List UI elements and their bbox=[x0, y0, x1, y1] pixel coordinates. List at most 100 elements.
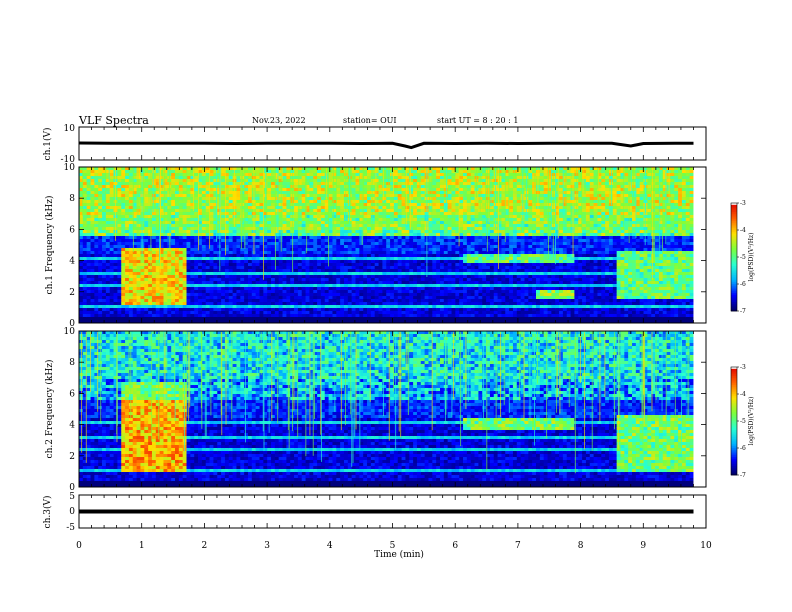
spectrogram-cell bbox=[347, 272, 353, 276]
spectrogram-cell bbox=[301, 278, 306, 282]
spectrogram-cell bbox=[90, 314, 95, 318]
spectrogram-cell bbox=[205, 233, 210, 237]
spectrogram-cell bbox=[163, 227, 168, 231]
spectrogram-cell bbox=[305, 281, 310, 285]
spectrogram-cell bbox=[367, 257, 372, 261]
spectrogram-cell bbox=[94, 311, 99, 315]
spectrogram-cell bbox=[340, 212, 345, 216]
spectrogram-cell bbox=[317, 245, 322, 249]
spectrogram-cell bbox=[140, 257, 145, 261]
spectrogram-cell bbox=[274, 227, 280, 231]
spectrogram-cell bbox=[286, 278, 291, 282]
spectrogram-cell bbox=[340, 194, 345, 198]
spectrogram-cell bbox=[159, 197, 164, 201]
spectrogram-cell bbox=[317, 224, 322, 228]
spectrogram-cell bbox=[401, 311, 406, 315]
spectrogram-cell bbox=[378, 218, 383, 222]
spectrogram-cell bbox=[305, 311, 310, 315]
spectrogram-cell bbox=[274, 311, 280, 315]
spectrogram-cell bbox=[393, 254, 399, 258]
spectrogram-cell bbox=[363, 191, 368, 195]
spectrogram-cell bbox=[413, 305, 418, 309]
spectrogram-cell bbox=[136, 296, 141, 300]
spectrogram-cell bbox=[182, 251, 187, 255]
spectrogram-cell bbox=[405, 173, 410, 177]
spectrogram-cell bbox=[201, 263, 207, 267]
spectrogram-cell bbox=[320, 278, 326, 282]
spectrogram-cell bbox=[332, 278, 337, 282]
spectrogram-cell bbox=[251, 308, 257, 312]
spectrogram-cell bbox=[163, 215, 168, 219]
spectrogram-cell bbox=[440, 197, 445, 201]
spectrogram-cell bbox=[382, 248, 387, 252]
spectrogram-cell bbox=[297, 275, 303, 279]
spectrogram-cell bbox=[278, 290, 283, 294]
spectrogram-cell bbox=[90, 320, 95, 324]
spectrogram-cell bbox=[397, 242, 402, 246]
spectrogram-cell bbox=[224, 251, 230, 255]
spectrogram-cell bbox=[320, 197, 326, 201]
spectrogram-cell bbox=[313, 305, 318, 309]
spectrogram-cell bbox=[247, 230, 253, 234]
spectrogram-cell bbox=[213, 284, 218, 288]
spectrogram-cell bbox=[390, 278, 395, 282]
spectrogram-cell bbox=[359, 194, 364, 198]
spectrogram-cell bbox=[255, 248, 260, 252]
spectrogram-cell bbox=[209, 236, 214, 240]
spectrogram-cell bbox=[401, 227, 406, 231]
spectrogram-cell bbox=[186, 299, 191, 303]
spectrogram-cell bbox=[294, 266, 299, 270]
spectrogram-cell bbox=[125, 236, 130, 240]
spectrogram-cell bbox=[209, 167, 214, 171]
spectrogram-cell bbox=[324, 245, 330, 249]
spectrogram-cell bbox=[205, 263, 210, 267]
spectrogram-cell bbox=[148, 227, 153, 231]
spectrogram-cell bbox=[217, 317, 222, 321]
spectrogram-cell bbox=[416, 317, 422, 321]
spectrogram-cell bbox=[159, 278, 164, 282]
spectrogram-cell bbox=[397, 239, 402, 243]
spectrogram-cell bbox=[178, 176, 184, 180]
spectrogram-cell bbox=[382, 290, 387, 294]
spectrogram-cell bbox=[324, 218, 330, 222]
spectrogram-cell bbox=[144, 254, 149, 258]
spectrogram-cell bbox=[144, 290, 149, 294]
spectrogram-cell bbox=[347, 257, 353, 261]
spectrogram-cell bbox=[386, 224, 391, 228]
spectrogram-cell bbox=[94, 272, 99, 276]
spectrogram-cell bbox=[155, 248, 161, 252]
spectrogram-cell bbox=[286, 167, 291, 171]
spectrogram-cell bbox=[416, 308, 422, 312]
spectrogram-cell bbox=[416, 173, 422, 177]
spectrogram-cell bbox=[140, 209, 145, 213]
spectrogram-cell bbox=[367, 230, 372, 234]
spectrogram-cell bbox=[213, 182, 218, 186]
spectrogram-cell bbox=[105, 167, 111, 171]
spectrogram-cell bbox=[213, 197, 218, 201]
spectrogram-cell bbox=[343, 314, 349, 318]
spectrogram-cell bbox=[201, 197, 207, 201]
spectrogram-cell bbox=[140, 311, 145, 315]
spectrogram-cell bbox=[351, 257, 356, 261]
spectrogram-cell bbox=[259, 269, 264, 273]
spectrogram-cell bbox=[409, 287, 414, 291]
spectrogram-cell bbox=[159, 176, 164, 180]
spectrogram-cell bbox=[416, 311, 422, 315]
spectrogram-cell bbox=[117, 314, 122, 318]
spectrogram-cell bbox=[401, 218, 406, 222]
spectrogram-cell bbox=[324, 275, 330, 279]
spectrogram-cell bbox=[125, 281, 130, 285]
spectrogram-cell bbox=[201, 182, 207, 186]
spectrogram-cell bbox=[363, 209, 368, 213]
spectrogram-cell bbox=[386, 215, 391, 219]
spectrogram-cell bbox=[340, 218, 345, 222]
spectrogram-cell bbox=[171, 197, 176, 201]
spectrogram-cell bbox=[336, 296, 341, 300]
spectrogram-cell bbox=[167, 317, 172, 321]
spectrogram-cell bbox=[117, 197, 122, 201]
spectrogram-cell bbox=[413, 317, 418, 321]
spectrogram-cell bbox=[194, 215, 199, 219]
spectrogram-cell bbox=[109, 314, 114, 318]
spectrogram-cell bbox=[224, 188, 230, 192]
spectrogram-cell bbox=[424, 278, 429, 282]
